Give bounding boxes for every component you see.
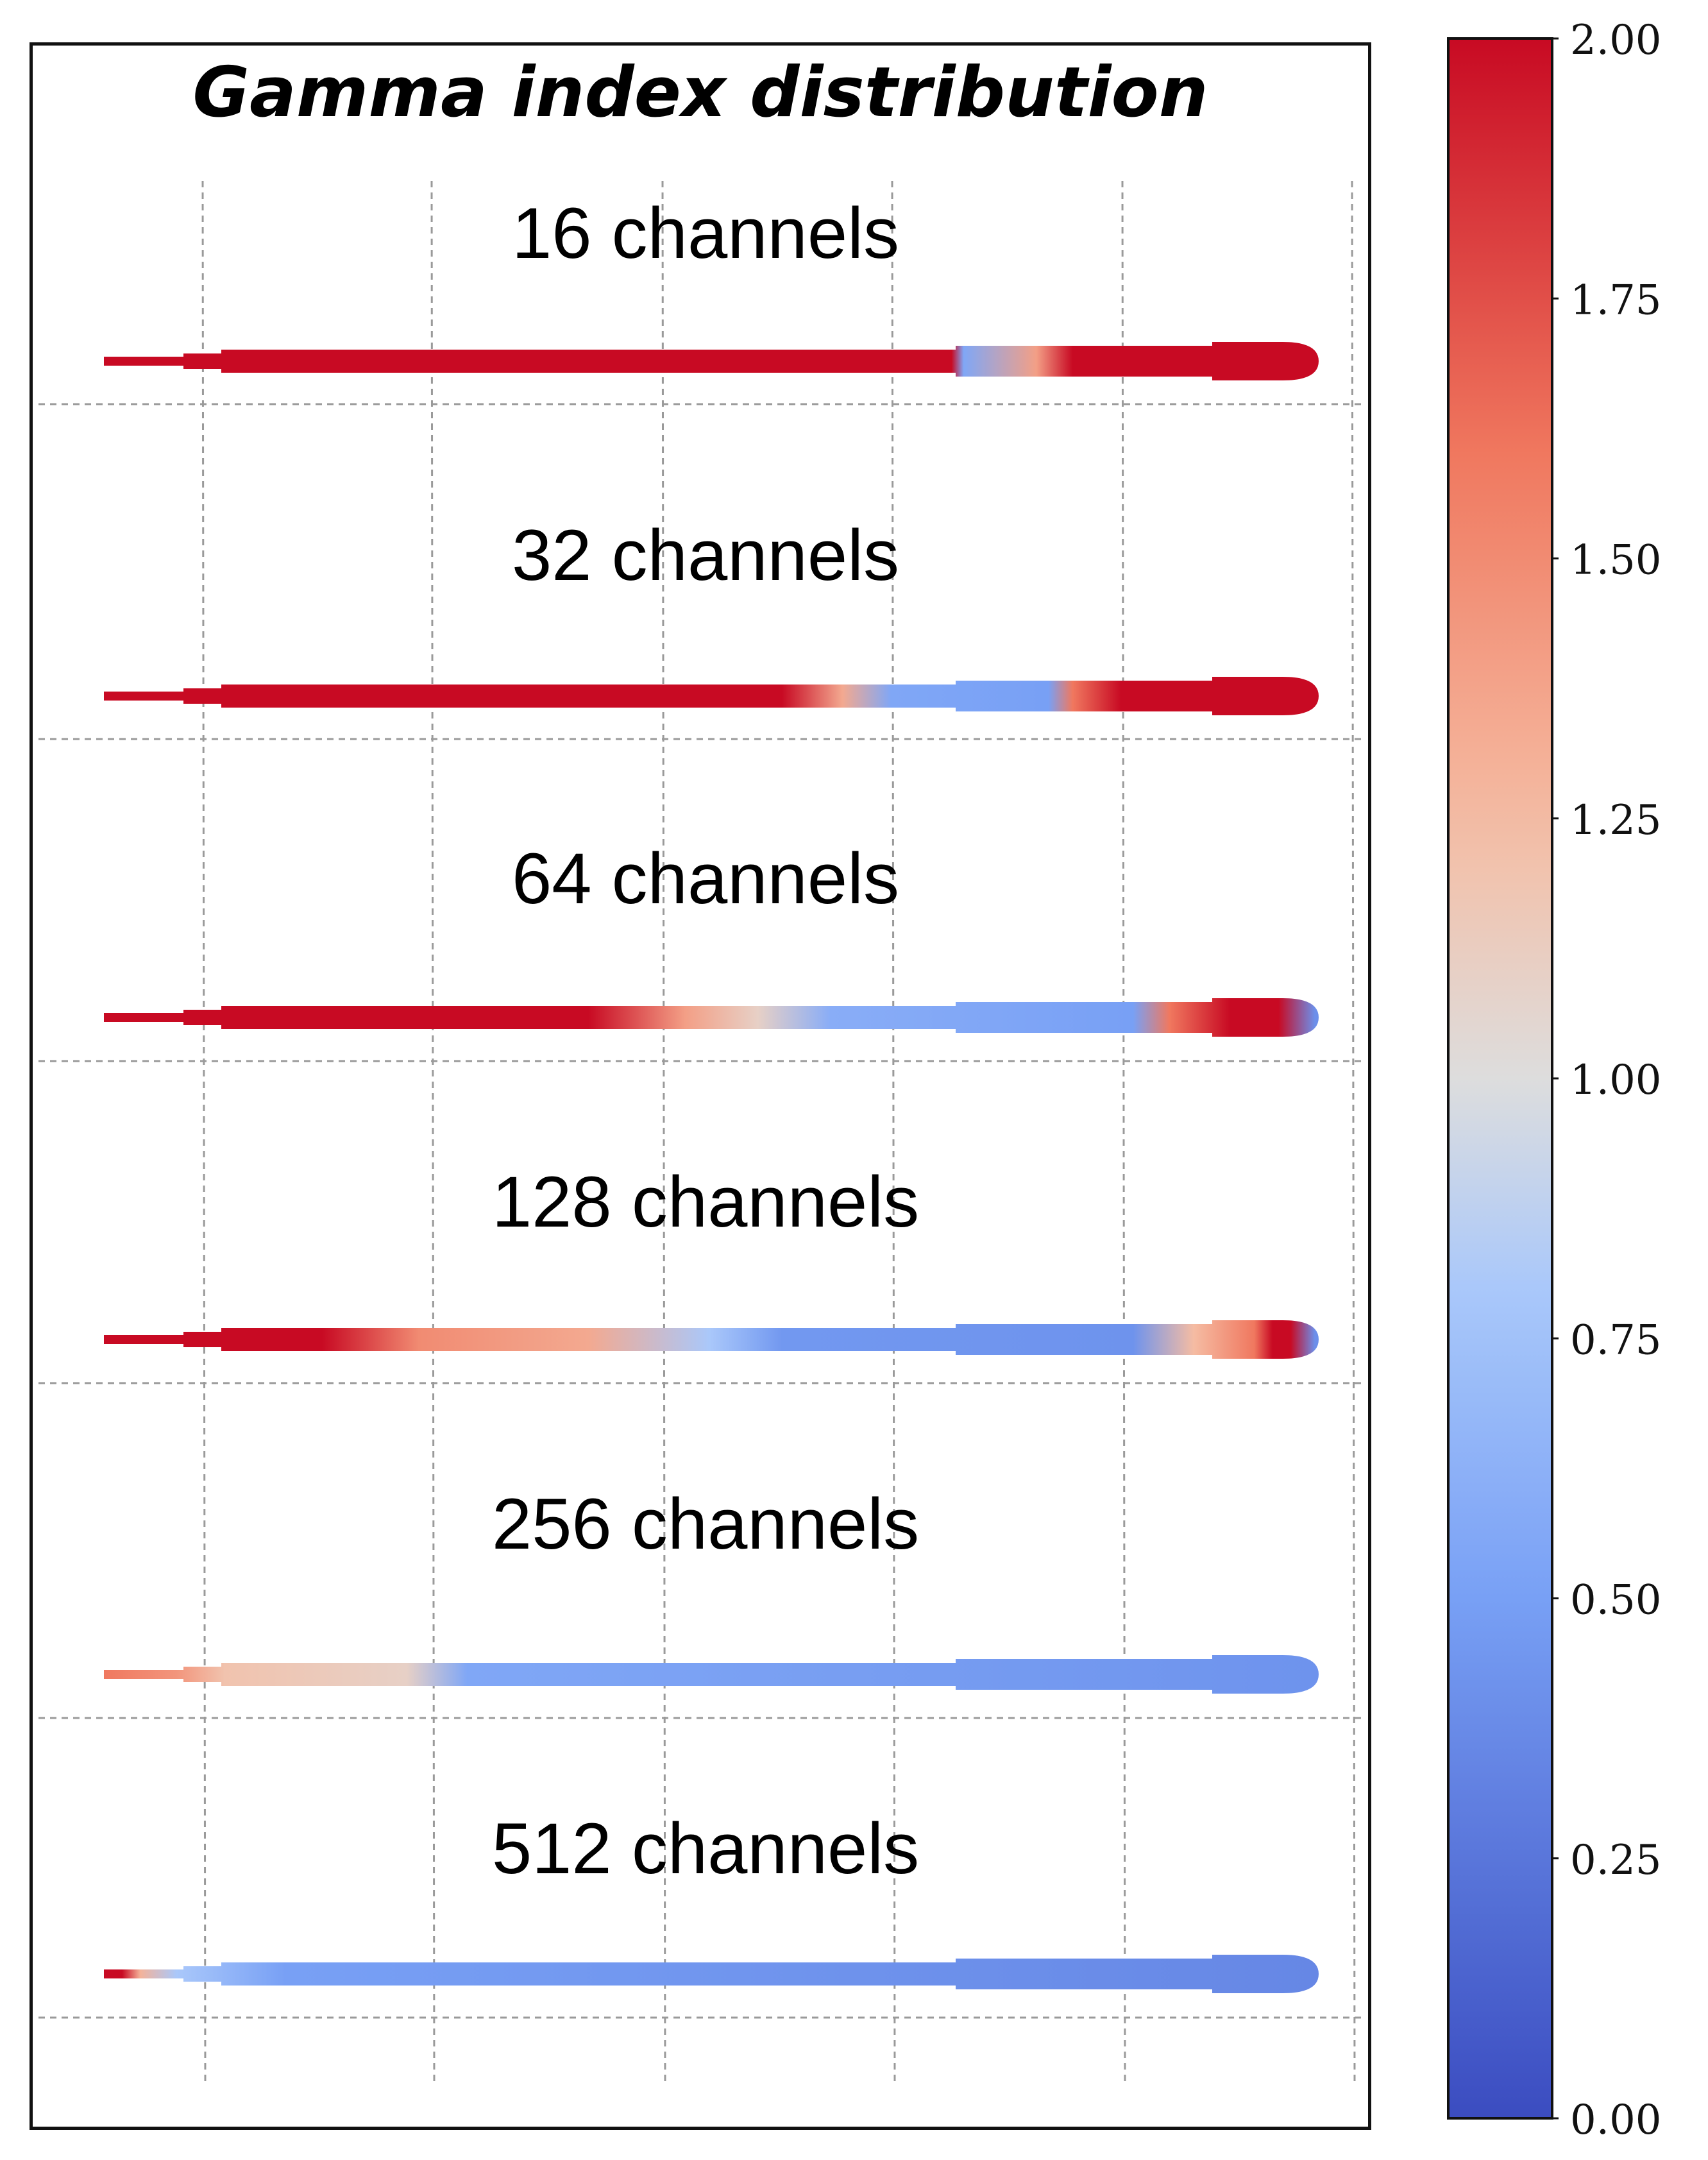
grid-vline: [1121, 180, 1126, 2086]
panel-label: 64 channels: [512, 838, 899, 919]
grid-vline: [661, 180, 666, 2086]
panel-label: 32 channels: [512, 515, 899, 595]
grid-vline: [430, 180, 435, 2086]
probe-trace: [104, 1655, 1319, 1694]
colorbar: [1447, 37, 1553, 2120]
probe-trace: [104, 1320, 1319, 1359]
probe-trace: [104, 677, 1319, 715]
probe-trace: [104, 342, 1319, 380]
probe-trace: [104, 1955, 1319, 1993]
colorbar-tick-label: 1.50: [1570, 537, 1662, 584]
colorbar-tick-label: 0.75: [1570, 1316, 1662, 1364]
colorbar-tick-label: 1.00: [1570, 1057, 1662, 1104]
panel-label: 256 channels: [492, 1484, 919, 1564]
grid-vline: [1351, 180, 1356, 2086]
colorbar-tick-label: 0.50: [1570, 1577, 1662, 1624]
grid-vline: [201, 180, 207, 2086]
panel-label: 512 channels: [492, 1808, 919, 1889]
colorbar-tick-label: 0.00: [1570, 2096, 1662, 2144]
panel-label: 16 channels: [512, 193, 899, 273]
colorbar-tick-label: 0.25: [1570, 1837, 1662, 1884]
chart-title: Gamma index distribution: [192, 53, 1208, 133]
grid-vline: [891, 180, 896, 2086]
probe-trace: [104, 998, 1319, 1037]
plot-panel: [30, 42, 1371, 2130]
colorbar-tick-label: 1.75: [1570, 276, 1662, 324]
colorbar-tick-label: 1.25: [1570, 797, 1662, 844]
colorbar-tick-label: 2.00: [1570, 17, 1662, 64]
panel-label: 128 channels: [492, 1162, 919, 1242]
